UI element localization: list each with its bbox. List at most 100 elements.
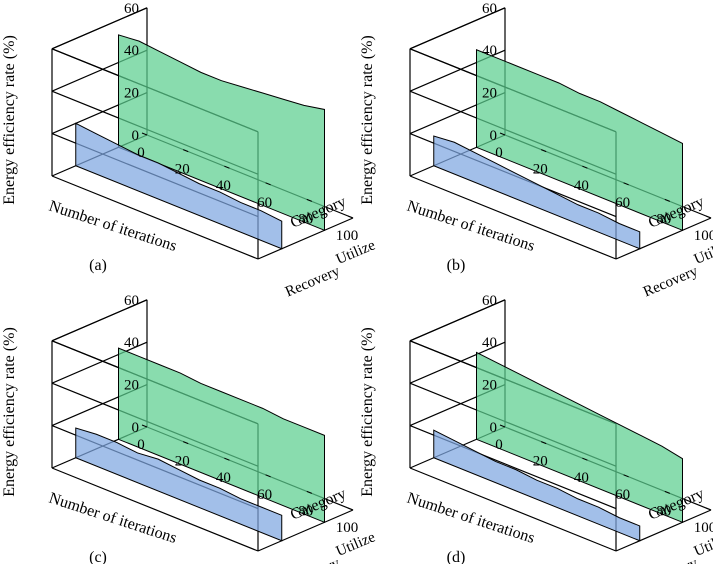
y-axis-label: Energy efficiency rate (%) (359, 327, 376, 497)
x-axis-label: Number of iterations (47, 490, 179, 547)
series-area-utilize (118, 34, 325, 232)
x-tick-label: 40 (216, 178, 231, 194)
series-area-recovery (75, 427, 283, 542)
x-tick-label: 60 (615, 487, 630, 503)
series-area-utilize (118, 347, 325, 524)
back-wall-gridline (51, 341, 148, 384)
back-wall-gridline (409, 341, 506, 384)
x-tick-mark (664, 490, 670, 494)
x-tick-mark (623, 182, 629, 186)
category-axis-line (615, 217, 712, 260)
category-axis-line (257, 509, 354, 552)
x-tick-label: 80 (298, 503, 313, 519)
x-tick-mark (141, 424, 148, 428)
y-tick-label: 0 (490, 128, 498, 144)
category-tick-label-recovery: Recovery (641, 555, 701, 564)
x-tick-mark (705, 507, 712, 511)
y-tick-label: 0 (490, 420, 498, 436)
back-wall-top (409, 299, 506, 342)
x-tick-mark (224, 165, 230, 169)
y-tick-label: 20 (482, 378, 497, 394)
x-tick-label: 100 (336, 228, 359, 244)
series-area-recovery (433, 135, 641, 250)
side-wall-gridline (51, 467, 259, 552)
y-tick-label: 20 (124, 86, 139, 102)
y-axis-label: Energy efficiency rate (%) (359, 35, 376, 205)
x-tick-label: 100 (694, 228, 713, 244)
y-tick-label: 60 (124, 1, 139, 17)
panel-label: (c) (89, 549, 107, 564)
x-tick-mark (705, 215, 712, 219)
x-tick-label: 100 (694, 520, 713, 536)
x-tick-mark (582, 165, 588, 169)
y-tick-label: 40 (124, 335, 139, 351)
x-tick-label: 20 (175, 162, 190, 178)
x-tick-label: 40 (574, 470, 589, 486)
y-tick-label: 60 (482, 1, 497, 17)
x-tick-label: 60 (615, 195, 630, 211)
x-tick-label: 20 (175, 454, 190, 470)
x-tick-label: 80 (656, 503, 671, 519)
side-wall-gridline (51, 175, 259, 260)
x-tick-mark (306, 198, 312, 202)
chart-panel-a: 0204060020406080100RecoveryUtilizeNumber… (1, 1, 378, 301)
x-tick-mark (141, 132, 148, 136)
x-tick-label: 80 (298, 211, 313, 227)
series-area-recovery (75, 122, 283, 250)
x-tick-mark (265, 182, 271, 186)
y-axis-label: Energy efficiency rate (%) (1, 35, 18, 205)
x-tick-label: 20 (533, 162, 548, 178)
y-tick-label: 60 (482, 293, 497, 309)
panel-label: (d) (447, 549, 466, 564)
x-tick-mark (265, 474, 271, 478)
x-tick-label: 80 (656, 211, 671, 227)
x-tick-label: 0 (495, 145, 503, 161)
x-tick-label: 0 (495, 437, 503, 453)
x-tick-label: 0 (137, 437, 145, 453)
panel-label: (b) (447, 257, 466, 274)
y-tick-label: 0 (132, 420, 140, 436)
chart-panel-b: 0204060020406080100RecoveryUtilizeNumber… (359, 1, 713, 301)
series-area-recovery (433, 429, 641, 542)
x-tick-mark (541, 441, 547, 445)
y-tick-label: 20 (482, 86, 497, 102)
x-tick-mark (582, 457, 588, 461)
y-tick-label: 60 (124, 293, 139, 309)
back-wall-top (51, 299, 148, 342)
series-area-utilize (476, 351, 683, 524)
x-axis-label: Number of iterations (47, 198, 179, 255)
series-area-utilize (476, 49, 683, 232)
x-tick-mark (183, 149, 189, 153)
y-tick-label: 40 (482, 335, 497, 351)
back-wall-top (51, 7, 148, 50)
y-tick-label: 0 (132, 128, 140, 144)
x-tick-label: 40 (216, 470, 231, 486)
chart-panel-d: 0204060020406080100RecoveryUtilizeNumber… (359, 293, 713, 569)
x-tick-label: 20 (533, 454, 548, 470)
side-wall-gridline (409, 467, 617, 552)
y-tick-label: 40 (124, 43, 139, 59)
x-tick-label: 60 (257, 195, 272, 211)
x-tick-mark (499, 132, 506, 136)
x-tick-mark (664, 198, 670, 202)
x-tick-mark (499, 424, 506, 428)
category-tick-label-recovery: Recovery (283, 555, 343, 564)
category-tick-label-recovery: Recovery (641, 263, 701, 300)
x-tick-mark (224, 457, 230, 461)
x-tick-mark (306, 490, 312, 494)
category-axis-line (257, 217, 354, 260)
x-tick-mark (183, 441, 189, 445)
y-tick-label: 40 (482, 43, 497, 59)
x-tick-label: 100 (336, 520, 359, 536)
x-tick-mark (347, 507, 354, 511)
category-axis-line (615, 509, 712, 552)
x-tick-label: 60 (257, 487, 272, 503)
chart-panel-c: 0204060020406080100RecoveryUtilizeNumber… (1, 293, 378, 569)
y-axis-label: Energy efficiency rate (%) (1, 327, 18, 497)
y-tick-label: 20 (124, 378, 139, 394)
x-tick-label: 0 (137, 145, 145, 161)
x-tick-mark (347, 215, 354, 219)
category-tick-label-recovery: Recovery (283, 263, 343, 300)
